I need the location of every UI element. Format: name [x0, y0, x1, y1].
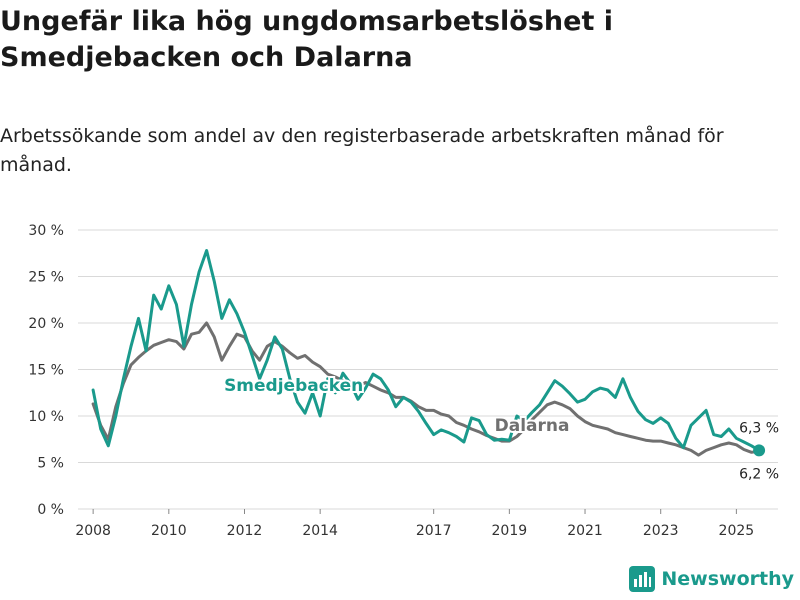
end-value-label-smedjebacken: 6,3 %	[739, 420, 779, 436]
end-annotations: 6,3 % 6,2 %	[738, 419, 781, 484]
x-tick-label: 2021	[567, 523, 603, 539]
grid-lines	[78, 229, 778, 510]
y-tick-label: 15 %	[28, 363, 64, 379]
x-tick-label: 2023	[643, 523, 679, 539]
x-tick-label: 2025	[719, 523, 755, 539]
series-labels: Dalarna Smedjebacken	[222, 374, 571, 438]
x-tick-label: 2008	[75, 523, 111, 539]
y-axis-ticks: 0 % 5 % 10 % 15 % 20 % 25 % 30 %	[28, 223, 64, 518]
x-tick-label: 2017	[416, 523, 452, 539]
y-tick-label: 30 %	[28, 223, 64, 239]
x-tick-label: 2012	[227, 523, 263, 539]
series-lines	[91, 249, 761, 457]
end-value-label-dalarna: 6,2 %	[739, 466, 779, 482]
series-line-smedjebacken	[91, 249, 761, 452]
page-title: Ungefär lika hög ungdomsarbetslöshet i S…	[0, 6, 614, 73]
series-label-smedjebacken: Smedjebacken	[224, 376, 363, 396]
x-tick-label: 2014	[302, 523, 338, 539]
y-tick-label: 10 %	[28, 409, 64, 425]
series-label-dalarna: Dalarna	[495, 416, 570, 436]
newsworthy-logo-icon	[629, 566, 656, 592]
y-tick-label: 25 %	[28, 270, 64, 286]
x-tick-label: 2010	[151, 523, 187, 539]
page-subtitle: Arbetssökande som andel av den registerb…	[0, 125, 724, 176]
x-tick-label: 2019	[492, 523, 528, 539]
end-point-smedjebacken	[753, 444, 766, 457]
brand-logo: Newsworthy	[629, 566, 794, 592]
x-axis-ticks: 2008 2010 2012 2014 2017 2019 2021 2023 2025	[75, 509, 754, 539]
brand-name: Newsworthy	[661, 568, 794, 590]
y-tick-label: 5 %	[37, 456, 64, 472]
series-line-dalarna	[91, 321, 761, 457]
y-tick-label: 20 %	[28, 316, 64, 332]
y-tick-label: 0 %	[37, 502, 64, 518]
